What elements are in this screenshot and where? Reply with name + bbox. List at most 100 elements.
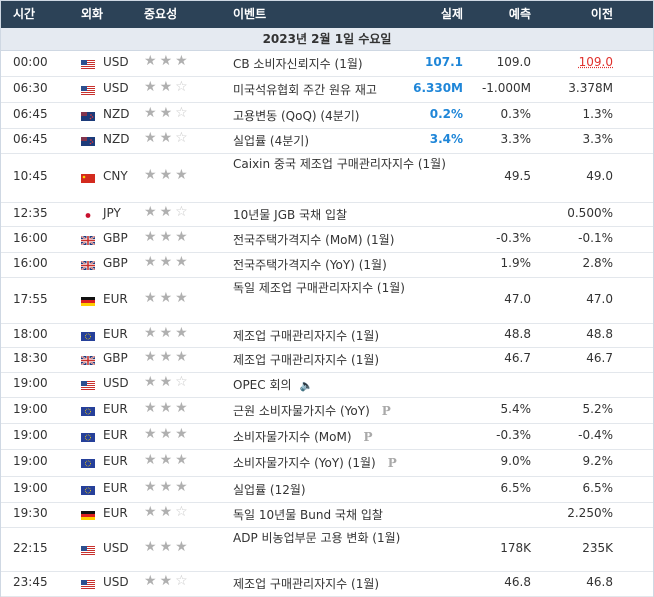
- event-name-link[interactable]: 실업률 (4분기): [233, 132, 413, 151]
- table-row[interactable]: 06:45 NZD ★★☆ 실업률 (4분기) 3.4% 3.3% 3.3%: [1, 128, 653, 154]
- event-name-link[interactable]: 독일 제조업 구매관리자지수 (1월): [233, 279, 413, 298]
- event-name-link[interactable]: 미국석유협회 주간 원유 재고: [233, 81, 413, 100]
- preliminary-icon[interactable]: P: [381, 404, 391, 418]
- forecast-value: 0.3%: [500, 107, 532, 121]
- importance-stars: ★★☆: [144, 105, 191, 121]
- previous-value: 235K: [582, 541, 613, 555]
- previous-value: 2.250%: [567, 506, 613, 520]
- event-name-link[interactable]: 10년물 JGB 국채 입찰: [233, 206, 413, 225]
- event-name-link[interactable]: 전국주택가격지수 (YoY) (1월): [233, 256, 413, 275]
- importance-stars: ★★★: [144, 167, 191, 183]
- importance-stars: ★★☆: [144, 573, 191, 589]
- event-time: 18:30: [13, 351, 48, 365]
- previous-value: 46.8: [586, 575, 613, 589]
- preliminary-icon[interactable]: P: [387, 456, 397, 470]
- event-name-link[interactable]: ADP 비농업부문 고용 변화 (1월): [233, 529, 413, 548]
- currency-code: EUR: [103, 454, 128, 468]
- header-forecast[interactable]: 예측: [508, 7, 531, 21]
- table-row[interactable]: 18:00 EUR ★★★ 제조업 구매관리자지수 (1월) 48.8 48.8: [1, 323, 653, 348]
- table-row[interactable]: 22:15 USD ★★★ ADP 비농업부문 고용 변화 (1월) 178K 235K: [1, 527, 653, 572]
- forecast-value: 47.0: [504, 292, 531, 306]
- table-row[interactable]: 19:00 EUR ★★★ 근원 소비자물가지수 (YoY) P 5.4% 5.2%: [1, 397, 653, 424]
- currency-code: NZD: [103, 107, 130, 121]
- gb-flag-icon: [80, 354, 97, 366]
- table-row[interactable]: 19:00 EUR ★★★ 소비자물가지수 (MoM) P -0.3% -0.4%: [1, 423, 653, 450]
- eu-flag-icon: [81, 457, 97, 468]
- table-row[interactable]: 16:00 GBP ★★★ 전국주택가격지수 (MoM) (1월) -0.3% -0.1%: [1, 226, 653, 253]
- event-time: 17:55: [13, 292, 48, 306]
- event-name-link[interactable]: 전국주택가격지수 (MoM) (1월): [233, 231, 413, 250]
- event-name-link[interactable]: 소비자물가지수 (YoY) (1월) P: [233, 454, 413, 473]
- forecast-value: 49.5: [504, 169, 531, 183]
- header-event[interactable]: 이벤트: [233, 7, 267, 21]
- event-name: 제조업 구매관리자지수 (1월): [233, 353, 380, 367]
- importance-stars: ★★★: [144, 452, 191, 468]
- importance-stars: ★★★: [144, 53, 191, 69]
- header-previous[interactable]: 이전: [590, 7, 613, 21]
- event-name-link[interactable]: 제조업 구매관리자지수 (1월): [233, 327, 413, 346]
- previous-value: 48.8: [586, 327, 613, 341]
- event-name: Caixin 중국 제조업 구매관리자지수 (1월): [233, 157, 446, 171]
- event-name-link[interactable]: OPEC 회의 🔈: [233, 376, 413, 395]
- forecast-value: -1.000M: [481, 81, 531, 95]
- nz-flag-icon: [81, 110, 97, 121]
- event-name: 소비자물가지수 (YoY) (1월): [233, 456, 376, 470]
- event-name-link[interactable]: 근원 소비자물가지수 (YoY) P: [233, 402, 413, 421]
- table-row[interactable]: 19:30 EUR ★★☆ 독일 10년물 Bund 국채 입찰 2.250%: [1, 502, 653, 528]
- table-row[interactable]: 17:55 EUR ★★★ 독일 제조업 구매관리자지수 (1월) 47.0 47.0: [1, 277, 653, 324]
- cn-flag-icon: [81, 172, 97, 183]
- event-name-link[interactable]: 제조업 구매관리자지수 (1월): [233, 351, 413, 370]
- event-name-link[interactable]: 고용변동 (QoQ) (4분기): [233, 107, 413, 126]
- event-time: 00:00: [13, 55, 48, 69]
- event-name: OPEC 회의: [233, 378, 292, 392]
- event-name-link[interactable]: 실업률 (12월): [233, 481, 413, 500]
- header-currency[interactable]: 외화: [81, 7, 104, 21]
- table-row[interactable]: 12:35 JPY ★★☆ 10년물 JGB 국채 입찰 0.500%: [1, 202, 653, 227]
- table-row[interactable]: 16:00 GBP ★★★ 전국주택가격지수 (YoY) (1월) 1.9% 2.8%: [1, 252, 653, 278]
- table-row[interactable]: 18:30 GBP ★★★ 제조업 구매관리자지수 (1월) 46.7 46.7: [1, 347, 653, 373]
- forecast-value: -0.3%: [496, 428, 531, 442]
- event-name-link[interactable]: CB 소비자신뢰지수 (1월): [233, 55, 413, 74]
- table-row[interactable]: 10:45 CNY ★★★ Caixin 중국 제조업 구매관리자지수 (1월) 49.…: [1, 153, 653, 203]
- event-name: 독일 10년물 Bund 국채 입찰: [233, 508, 383, 522]
- table-row[interactable]: 19:00 USD ★★☆ OPEC 회의 🔈: [1, 372, 653, 398]
- event-name-link[interactable]: 소비자물가지수 (MoM) P: [233, 428, 413, 447]
- us-flag-icon: [81, 379, 97, 390]
- event-time: 10:45: [13, 169, 48, 183]
- currency-code: USD: [103, 55, 129, 69]
- previous-value[interactable]: 109.0: [578, 55, 613, 69]
- previous-value: 1.3%: [582, 107, 614, 121]
- table-row[interactable]: 06:45 NZD ★★☆ 고용변동 (QoQ) (4분기) 0.2% 0.3% 1.3%: [1, 102, 653, 129]
- importance-stars: ★★☆: [144, 374, 191, 390]
- table-row[interactable]: 00:00 USD ★★★ CB 소비자신뢰지수 (1월) 107.1 109.0 109.…: [1, 51, 653, 77]
- table-row[interactable]: 19:00 EUR ★★★ 실업률 (12월) 6.5% 6.5%: [1, 476, 653, 503]
- forecast-value: 46.8: [504, 575, 531, 589]
- header-importance[interactable]: 중요성: [144, 7, 178, 21]
- event-name-link[interactable]: 독일 10년물 Bund 국채 입찰: [233, 506, 413, 525]
- importance-stars: ★★☆: [144, 204, 191, 220]
- currency-code: EUR: [103, 428, 128, 442]
- forecast-value: 9.0%: [500, 454, 532, 468]
- table-row[interactable]: 23:45 USD ★★☆ 제조업 구매관리자지수 (1월) 46.8 46.8: [1, 571, 653, 597]
- actual-value: 0.2%: [429, 107, 463, 121]
- forecast-value: 5.4%: [500, 402, 532, 416]
- header-time[interactable]: 시간: [13, 7, 36, 21]
- header-actual[interactable]: 실제: [440, 7, 463, 21]
- us-flag-icon: [81, 84, 97, 95]
- previous-value: -0.1%: [578, 231, 613, 245]
- event-name-link[interactable]: Caixin 중국 제조업 구매관리자지수 (1월): [233, 155, 446, 174]
- currency-code: GBP: [103, 231, 128, 245]
- table-row[interactable]: 19:00 EUR ★★★ 소비자물가지수 (YoY) (1월) P 9.0% 9.2%: [1, 449, 653, 477]
- event-name: 전국주택가격지수 (MoM) (1월): [233, 233, 395, 247]
- preliminary-icon[interactable]: P: [363, 430, 373, 444]
- speaker-icon[interactable]: 🔈: [299, 379, 314, 392]
- forecast-value: 178K: [500, 541, 531, 555]
- previous-value: -0.4%: [578, 428, 613, 442]
- event-name-link[interactable]: 제조업 구매관리자지수 (1월): [233, 575, 413, 594]
- event-name: 실업률 (12월): [233, 483, 306, 497]
- importance-stars: ★★★: [144, 426, 191, 442]
- currency-code: USD: [103, 541, 129, 555]
- event-name: ADP 비농업부문 고용 변화 (1월): [233, 531, 401, 545]
- eu-flag-icon: [81, 330, 97, 341]
- table-row[interactable]: 06:30 USD ★★☆ 미국석유협회 주간 원유 재고 6.330M -1.000M 3…: [1, 76, 653, 103]
